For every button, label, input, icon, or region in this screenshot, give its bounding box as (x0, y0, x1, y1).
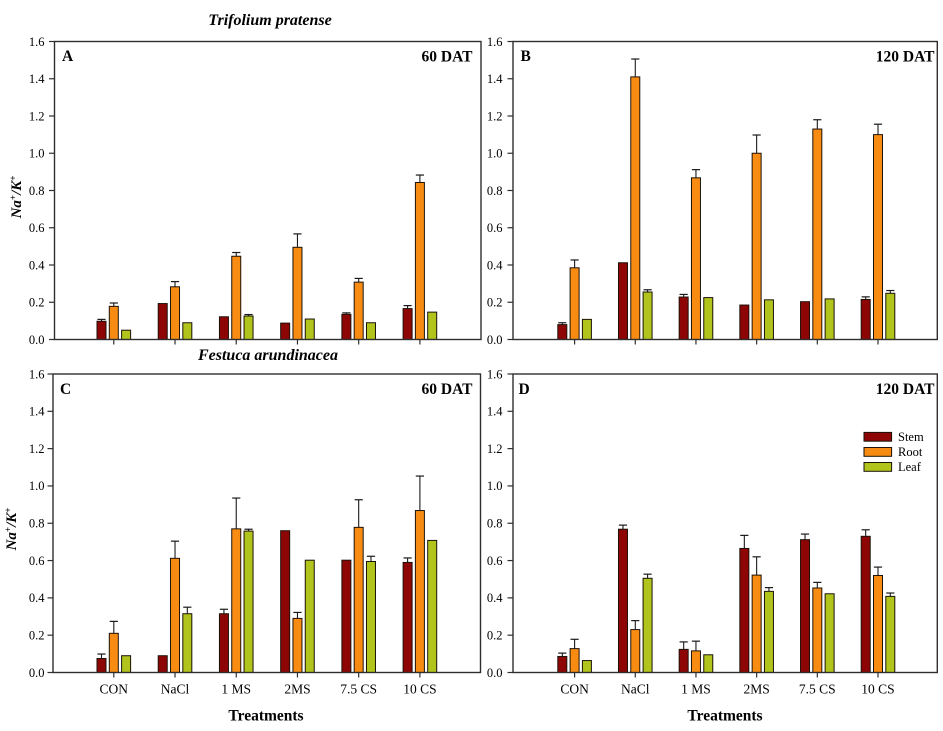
svg-text:0.8: 0.8 (29, 517, 45, 531)
svg-text:7.5 CS: 7.5 CS (340, 682, 377, 697)
svg-text:2MS: 2MS (744, 682, 770, 697)
svg-text:Root: Root (898, 445, 923, 459)
svg-text:A: A (62, 48, 74, 65)
svg-text:1.6: 1.6 (487, 35, 503, 49)
svg-text:1.0: 1.0 (487, 479, 503, 493)
svg-text:1.2: 1.2 (29, 109, 45, 123)
svg-text:0.6: 0.6 (487, 554, 503, 568)
svg-text:Festuca arundinacea: Festuca arundinacea (197, 347, 338, 364)
svg-text:NaCl: NaCl (161, 682, 190, 697)
svg-text:60 DAT: 60 DAT (422, 381, 474, 398)
svg-text:Treatments: Treatments (228, 708, 303, 725)
svg-text:0.2: 0.2 (487, 628, 503, 642)
svg-text:10 CS: 10 CS (861, 682, 894, 697)
svg-text:0.0: 0.0 (29, 333, 45, 347)
svg-text:120 DAT: 120 DAT (876, 49, 935, 66)
svg-text:Trifolium pratense: Trifolium pratense (208, 12, 331, 29)
svg-text:1.6: 1.6 (487, 367, 503, 381)
svg-text:0.8: 0.8 (487, 184, 503, 198)
svg-text:1.0: 1.0 (29, 479, 45, 493)
svg-text:CON: CON (560, 682, 589, 697)
svg-text:1.2: 1.2 (487, 109, 503, 123)
svg-text:1.0: 1.0 (29, 147, 45, 161)
svg-text:0.6: 0.6 (29, 221, 45, 235)
svg-text:1.4: 1.4 (487, 405, 503, 419)
svg-text:Stem: Stem (898, 430, 924, 444)
svg-text:0.8: 0.8 (487, 517, 503, 531)
svg-text:0.2: 0.2 (29, 628, 45, 642)
svg-text:7.5 CS: 7.5 CS (799, 682, 836, 697)
svg-text:2MS: 2MS (284, 682, 310, 697)
svg-text:CON: CON (100, 682, 129, 697)
svg-text:0.8: 0.8 (29, 184, 45, 198)
svg-text:0.0: 0.0 (487, 666, 503, 680)
svg-text:120 DAT: 120 DAT (876, 381, 935, 398)
svg-text:D: D (519, 381, 530, 398)
svg-text:1.4: 1.4 (29, 72, 45, 86)
svg-text:1.0: 1.0 (487, 147, 503, 161)
svg-text:1.6: 1.6 (29, 35, 45, 49)
svg-text:B: B (521, 48, 531, 65)
svg-text:Treatments: Treatments (687, 708, 762, 725)
svg-text:1.2: 1.2 (487, 442, 503, 456)
svg-text:0.2: 0.2 (487, 296, 503, 310)
svg-text:Na+/K+: Na+/K+ (3, 508, 20, 552)
svg-text:1 MS: 1 MS (221, 682, 251, 697)
svg-text:Leaf: Leaf (898, 460, 922, 474)
svg-text:0.4: 0.4 (29, 258, 45, 272)
svg-text:1.4: 1.4 (29, 405, 45, 419)
svg-text:0.4: 0.4 (29, 591, 45, 605)
svg-text:10 CS: 10 CS (403, 682, 436, 697)
svg-text:1.2: 1.2 (29, 442, 45, 456)
svg-text:0.0: 0.0 (29, 666, 45, 680)
svg-text:0.4: 0.4 (487, 591, 503, 605)
svg-text:60 DAT: 60 DAT (422, 49, 474, 66)
svg-text:0.0: 0.0 (487, 333, 503, 347)
svg-text:0.6: 0.6 (487, 221, 503, 235)
svg-text:0.2: 0.2 (29, 296, 45, 310)
svg-text:1 MS: 1 MS (681, 682, 711, 697)
svg-text:C: C (60, 381, 71, 398)
svg-text:0.4: 0.4 (487, 258, 503, 272)
svg-text:0.6: 0.6 (29, 554, 45, 568)
svg-text:1.6: 1.6 (29, 367, 45, 381)
svg-text:Na+/K+: Na+/K+ (8, 176, 25, 220)
svg-text:NaCl: NaCl (621, 682, 650, 697)
svg-text:1.4: 1.4 (487, 72, 503, 86)
